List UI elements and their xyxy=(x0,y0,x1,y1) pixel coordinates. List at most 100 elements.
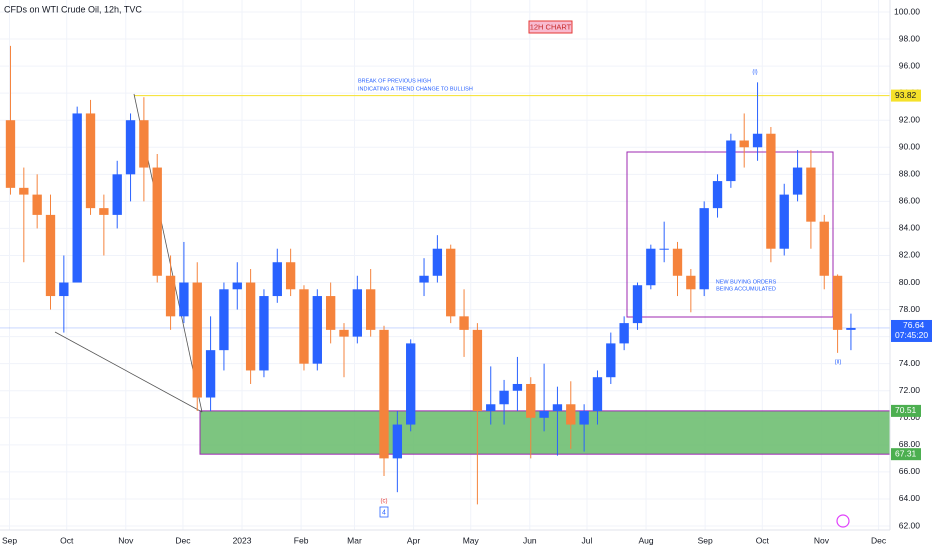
candle-body xyxy=(566,404,576,425)
price-label-box xyxy=(891,404,921,417)
candle-body xyxy=(259,296,269,371)
chart-title: CFDs on WTI Crude Oil, 12h, TVC xyxy=(4,4,142,14)
candle-body xyxy=(299,289,309,364)
wave-label: (ii) xyxy=(835,360,842,366)
candle-body xyxy=(486,404,496,412)
x-tick-label: Dec xyxy=(175,535,191,545)
candle-body xyxy=(125,120,136,175)
candle-body xyxy=(45,214,56,297)
x-tick-label: Oct xyxy=(756,535,770,545)
x-tick-label: Mar xyxy=(347,535,362,545)
x-tick-label: Aug xyxy=(638,535,653,545)
candle-body xyxy=(592,377,603,412)
price-label-box xyxy=(891,89,921,102)
candle-body xyxy=(579,411,589,425)
wave-label: 4 xyxy=(382,509,386,516)
price-label: 70.51 xyxy=(895,405,917,415)
candle-body xyxy=(792,167,803,195)
y-tick-label: 64.00 xyxy=(899,493,921,503)
candle-body xyxy=(285,262,296,290)
candle-body xyxy=(646,248,656,286)
note: INDICATING A TREND CHANGE TO BULLISH xyxy=(358,86,473,92)
x-tick-label: Nov xyxy=(814,535,830,545)
candle-body xyxy=(659,248,669,250)
y-tick-label: 72.00 xyxy=(899,385,921,395)
candle-body xyxy=(139,120,149,168)
candle-body xyxy=(205,350,216,398)
y-tick-label: 78.00 xyxy=(899,304,921,314)
wave-box xyxy=(379,506,389,518)
y-tick-label: 80.00 xyxy=(899,277,921,287)
y-tick-label: 84.00 xyxy=(899,223,921,233)
x-tick-label: Jul xyxy=(582,535,593,545)
candle-body xyxy=(392,424,403,459)
candle-body xyxy=(846,327,856,330)
logo xyxy=(836,514,850,528)
candle-body xyxy=(632,285,643,324)
x-tick-label: Oct xyxy=(60,535,74,545)
x-tick-label: Sep xyxy=(2,535,17,545)
candle-body xyxy=(739,140,749,148)
x-tick-label: May xyxy=(463,535,480,545)
candle-body xyxy=(472,329,483,412)
candle-body xyxy=(192,282,202,398)
price-label-box xyxy=(891,448,921,461)
wave-label: (i) xyxy=(752,70,757,76)
note: NEW BUYING ORDERS xyxy=(716,279,777,285)
candle-body xyxy=(406,343,416,425)
candle-body xyxy=(806,167,816,222)
candle-body xyxy=(352,289,363,337)
y-tick-label: 62.00 xyxy=(899,520,921,530)
candle-body xyxy=(672,248,683,276)
badge: 12H CHART xyxy=(530,22,572,31)
candle-body xyxy=(379,329,389,459)
countdown: 07:45:20 xyxy=(895,330,928,340)
wave-label: (c) xyxy=(381,499,388,505)
support-zone xyxy=(199,410,891,455)
candle-body xyxy=(499,390,509,405)
last-price-box xyxy=(891,319,932,342)
candle-body xyxy=(539,411,549,418)
candle-body xyxy=(179,282,189,317)
x-tick-label: Jun xyxy=(523,535,537,545)
candle-body xyxy=(619,323,629,344)
price-label: 93.82 xyxy=(895,90,917,100)
candle-body xyxy=(219,289,229,351)
y-tick-label: 86.00 xyxy=(899,196,921,206)
candle-body xyxy=(272,262,282,297)
y-tick-label: 92.00 xyxy=(899,114,921,124)
candle-body xyxy=(152,167,162,276)
x-tick-label: Nov xyxy=(118,535,134,545)
candle-body xyxy=(779,194,789,249)
candle-body xyxy=(99,208,109,215)
candle-body xyxy=(85,113,96,209)
candle-body xyxy=(325,296,336,330)
grid xyxy=(0,0,891,530)
badge-box xyxy=(528,20,573,34)
candle-body xyxy=(112,174,122,215)
candle-body xyxy=(245,282,256,371)
trend-line xyxy=(54,331,203,413)
y-tick-label: 100.00 xyxy=(894,6,920,16)
candle-body xyxy=(432,248,443,276)
candle-body xyxy=(32,194,42,215)
candle-body xyxy=(686,275,696,290)
note: BREAK OF PREVIOUS HIGH xyxy=(358,78,431,84)
plot xyxy=(5,45,856,505)
last-price: 76.64 xyxy=(903,320,925,330)
candle-body xyxy=(712,181,723,209)
candle-body xyxy=(19,187,29,195)
x-tick-label: 2023 xyxy=(233,535,252,545)
candle-body xyxy=(339,329,349,337)
y-tick-label: 74.00 xyxy=(899,358,921,368)
x-tick-label: Dec xyxy=(871,535,887,545)
candle-body xyxy=(552,404,563,412)
y-tick-label: 88.00 xyxy=(899,169,921,179)
candle-body xyxy=(459,316,469,330)
y-tick-label: 82.00 xyxy=(899,250,921,260)
x-tick-label: Apr xyxy=(407,535,420,545)
candle-body xyxy=(726,140,736,182)
